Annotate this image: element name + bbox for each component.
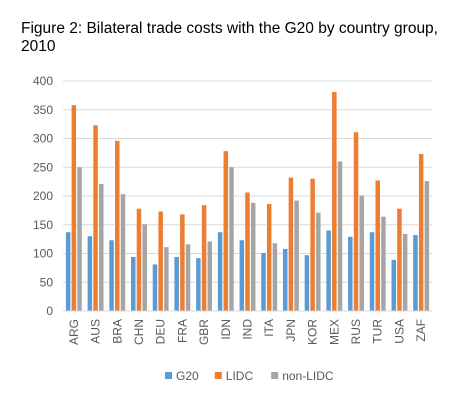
bar-lidc-fra (180, 214, 185, 311)
bar-non-lidc-jpn (294, 200, 299, 311)
bar-non-lidc-idn (229, 167, 234, 311)
y-tick-label: 300 (33, 132, 53, 146)
y-tick-label: 200 (33, 189, 53, 203)
bar-lidc-aus (93, 125, 98, 312)
bar-non-lidc-bra (120, 194, 126, 311)
legend-swatch (214, 372, 222, 379)
bar-non-lidc-fra (185, 244, 191, 311)
legend-label: LIDC (226, 369, 254, 383)
bar-lidc-chn (136, 208, 142, 311)
bar-non-lidc-usa (402, 233, 408, 311)
bar-lidc-jpn (288, 177, 294, 311)
bar-non-lidc-zaf (424, 181, 430, 311)
bar-lidc-zaf (418, 154, 424, 311)
legend-swatch (165, 372, 172, 379)
bar-g20-zaf (413, 235, 418, 311)
x-tick-label: MEX (327, 319, 341, 345)
x-tick-label: AUS (89, 319, 103, 344)
bar-non-lidc-deu (164, 247, 169, 311)
bar-lidc-rus (353, 132, 359, 311)
x-tick-label: TUR (371, 319, 385, 344)
bar-g20-mex (326, 230, 331, 311)
y-axis-ticks: 0 50 100 150 200 250 300 350 400 (33, 74, 53, 318)
x-axis-ticks: ARG AUS BRA CHN DEU FRA GBR IDN IND ITA JPN KOR MEX R… (67, 319, 428, 345)
legend-label: G20 (176, 369, 199, 383)
legend: G20 LIDC non-LIDC (165, 369, 334, 383)
bar-non-lidc-chn (142, 224, 147, 311)
bar-g20-fra (174, 256, 179, 311)
bar-lidc-kor (310, 178, 315, 311)
bar-non-lidc-arg (77, 167, 82, 311)
bar-g20-ind (239, 240, 245, 311)
legend-swatch (271, 372, 279, 379)
bar-g20-aus (87, 236, 93, 311)
y-tick-label: 0 (46, 304, 53, 318)
x-tick-label: CHN (132, 319, 146, 345)
x-tick-label: USA (392, 319, 406, 344)
y-tick-label: 150 (33, 218, 53, 232)
x-tick-label: ARG (67, 319, 81, 345)
x-tick-label: GBR (197, 319, 211, 345)
bar-non-lidc-ita (272, 243, 278, 311)
bar-lidc-idn (223, 151, 229, 311)
x-tick-label: ITA (262, 319, 276, 337)
x-tick-label: IND (241, 319, 255, 340)
bar-non-lidc-kor (316, 212, 321, 311)
bar-g20-arg (65, 232, 71, 311)
bar-g20-deu (152, 264, 158, 311)
y-tick-label: 400 (33, 74, 53, 88)
x-tick-label: JPN (284, 319, 298, 342)
bar-g20-tur (369, 232, 375, 311)
bar-lidc-ita (266, 204, 272, 311)
bar-non-lidc-ind (250, 202, 256, 311)
bar-g20-kor (304, 255, 310, 311)
bar-lidc-mex (332, 91, 337, 311)
bar-g20-rus (348, 236, 353, 311)
y-tick-label: 350 (33, 103, 53, 117)
x-tick-label: ZAF (414, 319, 428, 342)
x-tick-label: IDN (219, 319, 233, 340)
bars (65, 91, 430, 312)
x-tick-label: DEU (154, 319, 168, 344)
y-tick-label: 50 (40, 275, 54, 289)
x-tick-label: BRA (110, 319, 124, 344)
x-tick-label: RUS (349, 319, 363, 344)
bar-g20-chn (131, 256, 136, 311)
bar-non-lidc-mex (337, 161, 343, 311)
x-tick-label: FRA (175, 319, 189, 343)
bar-non-lidc-gbr (207, 241, 213, 311)
bar-lidc-gbr (201, 205, 207, 311)
bar-non-lidc-tur (381, 216, 386, 311)
bar-g20-idn (217, 232, 223, 311)
bar-lidc-deu (158, 211, 163, 311)
bar-non-lidc-rus (359, 195, 364, 311)
bar-lidc-usa (397, 208, 402, 311)
bar-lidc-arg (71, 105, 77, 312)
chart-title: Figure 2: Bilateral trade costs with the… (21, 20, 438, 55)
x-tick-label: KOR (306, 319, 320, 345)
y-tick-label: 250 (33, 160, 53, 174)
bar-g20-usa (391, 259, 396, 311)
legend-label: non-LIDC (282, 369, 334, 383)
y-tick-label: 100 (33, 247, 53, 261)
bar-non-lidc-aus (99, 183, 104, 311)
bar-g20-bra (109, 240, 114, 311)
bar-lidc-tur (375, 180, 380, 311)
bar-g20-gbr (196, 258, 201, 311)
bar-lidc-bra (115, 140, 120, 311)
bar-g20-jpn (282, 248, 288, 311)
bar-g20-ita (261, 252, 266, 311)
bar-lidc-ind (245, 192, 250, 311)
